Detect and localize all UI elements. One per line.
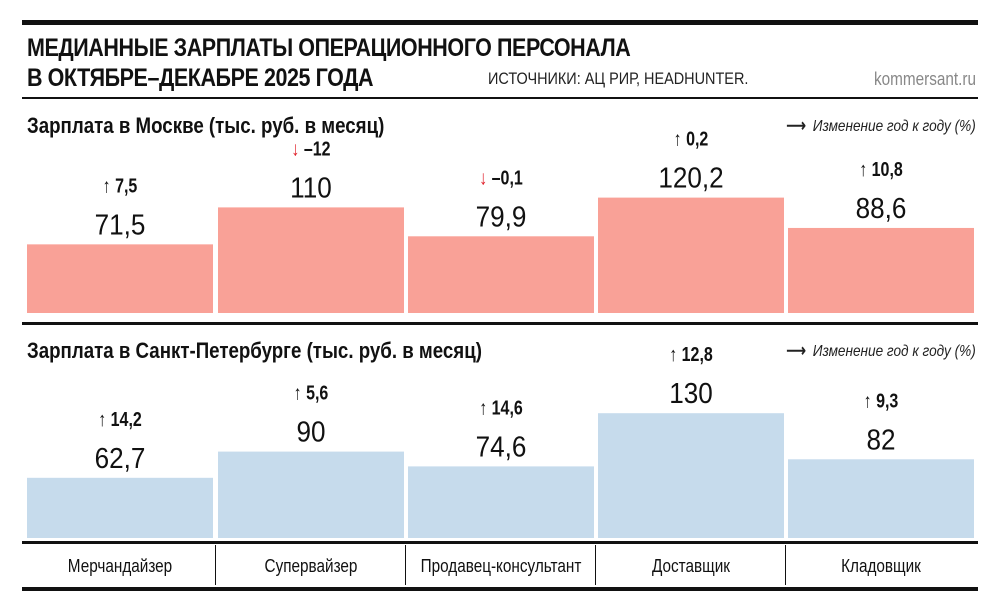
spb-section-title: Зарплата в Санкт-Петербурге (тыс. руб. в… [27, 338, 482, 363]
arrow-down-icon: ↓ [291, 138, 303, 160]
moscow-section-title: Зарплата в Москве (тыс. руб. в месяц) [27, 113, 385, 138]
spb-bar [218, 451, 404, 538]
source: ИСТОЧНИКИ: АЦ РИР, HEADHUNTER. [488, 69, 749, 88]
change-value: –0,1 [492, 167, 523, 189]
change-value: 12,8 [682, 344, 713, 366]
arrow-up-icon: ↑ [294, 382, 306, 404]
moscow-change-label: ↓ –0,1 [479, 167, 523, 189]
spb-value-label: 74,6 [476, 430, 527, 463]
category-divider [785, 545, 786, 585]
change-value: 14,6 [492, 397, 523, 419]
spb-change-label: ↑ 9,3 [864, 390, 899, 412]
change-value: 9,3 [876, 390, 898, 412]
spb-change-label: ↑ 14,2 [98, 408, 142, 430]
moscow-value-label: 71,5 [95, 208, 146, 241]
title-line-2: В ОКТЯБРЕ–ДЕКАБРЕ 2025 ГОДА [27, 64, 374, 92]
spb-value-label: 82 [866, 423, 895, 456]
moscow-bar [408, 236, 594, 313]
moscow-value-label: 120,2 [658, 161, 723, 194]
category-label: Продавец-консультант [420, 556, 582, 576]
axis-rule [22, 541, 978, 544]
spb-bar [408, 466, 594, 538]
spb-value-label: 62,7 [95, 442, 146, 475]
legend-label: Изменение год к году (%) [812, 343, 976, 360]
arrow-up-icon: ↑ [103, 175, 115, 197]
spb-change-label: ↑ 5,6 [294, 382, 329, 404]
category-label: Мерчандайзер [67, 556, 173, 576]
bottom-rule [22, 587, 978, 591]
spb-change-label: ↑ 14,6 [479, 397, 523, 419]
moscow-change-label: ↑ 10,8 [859, 158, 903, 180]
moscow-legend: ⟶ Изменение год к году (%) [787, 116, 976, 136]
arrow-down-icon: ↓ [479, 167, 491, 189]
change-value: –12 [304, 138, 331, 160]
spb-value-label: 130 [669, 377, 713, 410]
arrow-right-icon: ⟶ [786, 118, 807, 135]
change-value: 14,2 [111, 408, 142, 430]
arrow-up-icon: ↑ [864, 390, 876, 412]
moscow-change-label: ↓ –12 [291, 138, 330, 160]
moscow-change-label: ↑ 0,2 [674, 128, 709, 150]
header-rule [22, 97, 978, 99]
legend-label: Изменение год к году (%) [812, 118, 976, 135]
moscow-value-label: 110 [290, 171, 332, 204]
moscow-bar [27, 244, 213, 313]
arrow-up-icon: ↑ [669, 344, 681, 366]
spb-value-label: 90 [296, 415, 325, 448]
top-rule [22, 20, 978, 25]
arrow-up-icon: ↑ [674, 128, 686, 150]
spb-change-label: ↑ 12,8 [669, 344, 713, 366]
spb-bar [788, 459, 974, 538]
arrow-right-icon: ⟶ [786, 343, 807, 360]
category-label: Супервайзер [264, 556, 358, 576]
arrow-up-icon: ↑ [859, 158, 871, 180]
moscow-change-label: ↑ 7,5 [103, 175, 138, 197]
category-label: Кладовщик [841, 556, 921, 576]
category-divider [215, 545, 216, 585]
spb-legend: ⟶ Изменение год к году (%) [787, 341, 976, 361]
moscow-bar [598, 197, 784, 313]
change-value: 5,6 [306, 382, 328, 404]
change-value: 0,2 [686, 128, 708, 150]
moscow-value-label: 79,9 [476, 200, 527, 233]
category-divider [595, 545, 596, 585]
moscow-bar [218, 207, 404, 313]
title-line-1: МЕДИАННЫЕ ЗАРПЛАТЫ ОПЕРАЦИОННОГО ПЕРСОНА… [27, 34, 631, 62]
section-rule [22, 322, 978, 325]
brand: kommersant.ru [873, 69, 976, 89]
arrow-up-icon: ↑ [98, 408, 110, 430]
arrow-up-icon: ↑ [479, 397, 491, 419]
change-value: 7,5 [115, 175, 137, 197]
category-label: Доставщик [651, 556, 730, 576]
moscow-bar [788, 227, 974, 313]
change-value: 10,8 [872, 158, 903, 180]
spb-bar [27, 477, 213, 538]
spb-bar [598, 413, 784, 538]
category-divider [405, 545, 406, 585]
moscow-value-label: 88,6 [856, 192, 907, 225]
